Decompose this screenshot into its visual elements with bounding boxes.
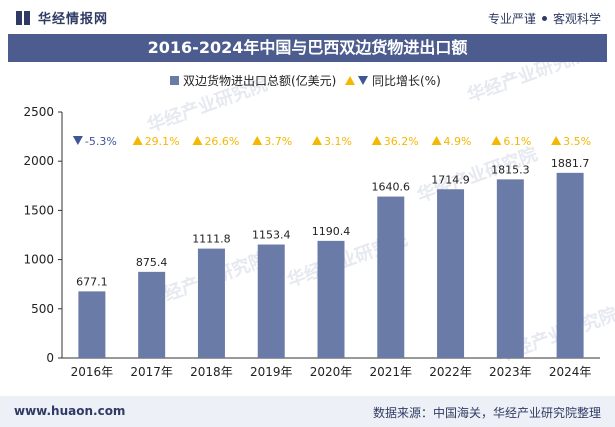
- separator-dot-icon: [541, 16, 547, 21]
- bar: [78, 291, 106, 358]
- bar-value-label: 1640.6: [372, 181, 411, 194]
- bar-value-label: 1815.3: [491, 163, 530, 176]
- bar: [317, 240, 345, 358]
- watermark-text: 华经产业研究院: [464, 62, 590, 107]
- legend-up-triangle-icon: [345, 76, 355, 85]
- growth-label: 4.9%: [444, 135, 472, 148]
- footer: www.huaon.com 数据来源：中国海关，华经产业研究院整理: [0, 396, 615, 427]
- bar: [437, 189, 465, 358]
- growth-up-triangle-icon: [312, 136, 322, 145]
- growth-label: 3.1%: [324, 135, 352, 148]
- x-tick-label: 2023年: [489, 365, 532, 379]
- tagline: 专业严谨 客观科学: [488, 10, 601, 27]
- bar: [556, 172, 584, 358]
- y-tick-label: 1000: [23, 253, 54, 267]
- tagline-right: 客观科学: [552, 12, 601, 26]
- x-tick-label: 2021年: [370, 365, 413, 379]
- legend-down-triangle-icon: [358, 76, 368, 85]
- x-tick-label: 2018年: [190, 365, 233, 379]
- growth-label: 26.6%: [204, 135, 239, 148]
- growth-up-triangle-icon: [132, 136, 143, 145]
- bar-value-label: 677.1: [76, 275, 108, 288]
- x-tick-label: 2022年: [429, 365, 472, 379]
- x-tick-label: 2017年: [130, 365, 173, 379]
- bar-value-label: 1881.7: [551, 157, 590, 170]
- x-tick-label: 2019年: [250, 365, 293, 379]
- brand-logo-icon: [14, 9, 32, 27]
- growth-label: 3.7%: [264, 135, 292, 148]
- growth-up-triangle-icon: [491, 136, 502, 145]
- y-tick-label: 1500: [23, 203, 54, 217]
- growth-down-triangle-icon: [72, 136, 83, 145]
- data-source: 数据来源：中国海关，华经产业研究院整理: [372, 406, 601, 420]
- bar-value-label: 875.4: [136, 256, 168, 269]
- brand: 华经情报网: [14, 8, 108, 27]
- bar-chart: 华经产业研究院华经产业研究院华经产业研究院华经产业研究院华经产业研究院华经产业研…: [23, 62, 615, 379]
- growth-label: 36.2%: [384, 135, 419, 148]
- growth-label: 6.1%: [503, 135, 531, 148]
- top-bar: 华经情报网 专业严谨 客观科学: [0, 0, 615, 34]
- legend-label-growth: 同比增长(%): [372, 74, 441, 88]
- bar-value-label: 1190.4: [312, 225, 351, 238]
- growth-up-triangle-icon: [551, 136, 562, 145]
- legend-swatch-total: [170, 76, 179, 85]
- growth-up-triangle-icon: [252, 136, 263, 145]
- x-tick-label: 2020年: [310, 365, 353, 379]
- growth-up-triangle-icon: [371, 136, 382, 145]
- bar: [197, 248, 225, 358]
- x-tick-label: 2016年: [71, 365, 114, 379]
- bar: [496, 179, 524, 358]
- bar: [257, 244, 285, 358]
- y-tick-label: 2500: [23, 105, 54, 119]
- tagline-left: 专业严谨: [487, 12, 536, 26]
- growth-up-triangle-icon: [431, 136, 442, 145]
- bar: [138, 271, 166, 358]
- bar-value-label: 1153.4: [252, 229, 291, 242]
- growth-label: 3.5%: [563, 135, 591, 148]
- growth-label: -5.3%: [85, 135, 117, 148]
- bar-value-label: 1714.9: [431, 173, 470, 186]
- x-tick-label: 2024年: [549, 365, 592, 379]
- bar-value-label: 1111.8: [192, 233, 231, 246]
- brand-name: 华经情报网: [38, 12, 109, 27]
- bar: [377, 196, 405, 358]
- legend-label-total: 双边货物进出口总额(亿美元): [183, 73, 336, 88]
- y-tick-label: 0: [46, 351, 54, 365]
- growth-label: 29.1%: [145, 135, 180, 148]
- chart-title: 2016-2024年中国与巴西双边货物进出口额: [8, 34, 607, 62]
- y-tick-label: 500: [31, 302, 54, 316]
- growth-up-triangle-icon: [192, 136, 203, 145]
- website-link[interactable]: www.huaon.com: [14, 404, 126, 418]
- y-tick-label: 2000: [23, 154, 54, 168]
